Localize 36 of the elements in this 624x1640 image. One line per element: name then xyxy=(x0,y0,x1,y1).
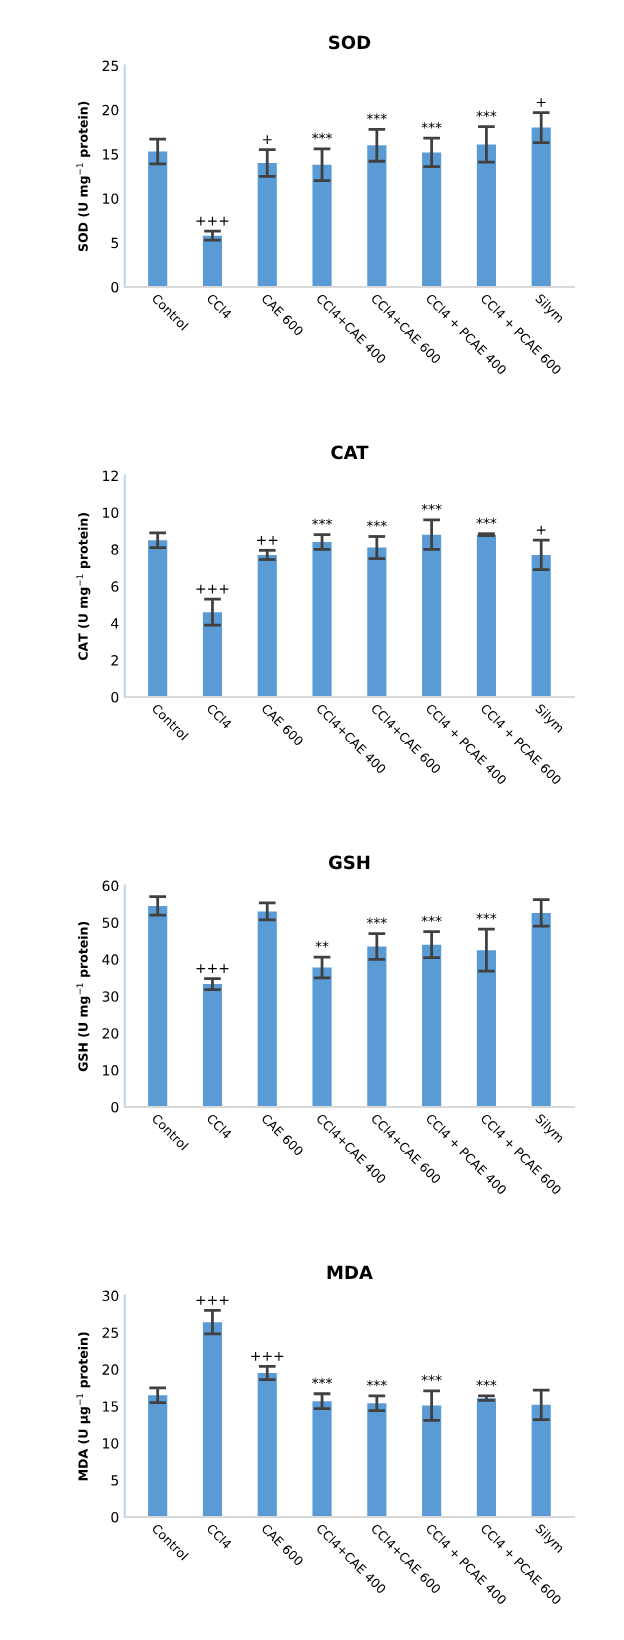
bar xyxy=(257,911,277,1107)
chart-title: MDA xyxy=(327,1265,373,1279)
bar xyxy=(531,1404,551,1517)
bar xyxy=(476,144,496,287)
bar xyxy=(202,235,223,287)
bar xyxy=(148,540,168,697)
bar xyxy=(257,163,277,287)
bar xyxy=(312,967,332,1107)
bar xyxy=(312,542,332,697)
chart-title: CAT xyxy=(331,445,369,460)
bar xyxy=(202,984,223,1107)
bar xyxy=(148,151,168,287)
bar xyxy=(367,145,387,287)
bar xyxy=(367,547,387,697)
bar xyxy=(257,1373,277,1517)
bar xyxy=(476,950,496,1107)
bar xyxy=(257,554,277,697)
chart-title: SOD xyxy=(329,35,371,50)
bar xyxy=(422,534,442,697)
bar xyxy=(422,944,442,1107)
bar xyxy=(531,127,551,287)
bar xyxy=(476,1398,496,1517)
bar xyxy=(202,1322,223,1517)
bar xyxy=(202,612,223,697)
bar xyxy=(148,1395,168,1517)
bar xyxy=(367,946,387,1107)
bar xyxy=(312,1401,332,1517)
bar xyxy=(367,1403,387,1517)
bar xyxy=(422,152,442,287)
bar xyxy=(531,912,551,1107)
chart-title: GSH xyxy=(328,855,370,870)
bar xyxy=(312,164,332,287)
bar xyxy=(422,1405,442,1517)
bar xyxy=(531,554,551,697)
bar xyxy=(476,534,496,697)
bar xyxy=(148,905,168,1107)
